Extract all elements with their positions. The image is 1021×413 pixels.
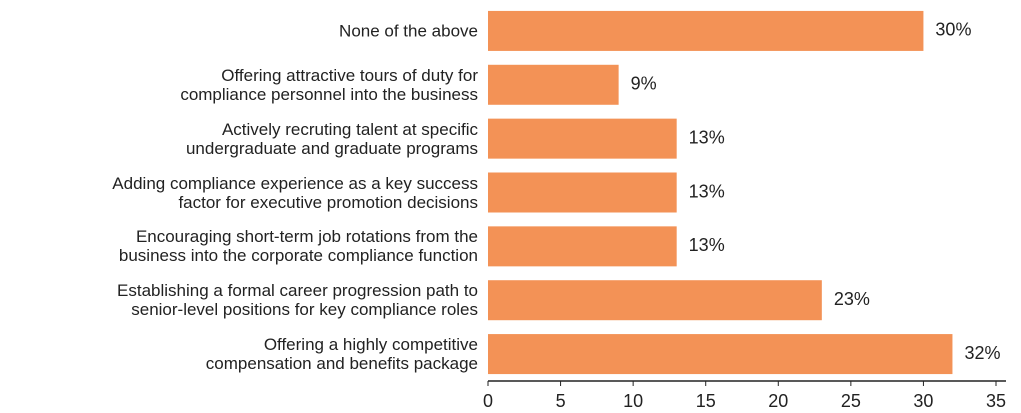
category-label: Establishing a formal career progression… (117, 281, 478, 320)
category-label: None of the above (339, 21, 478, 41)
category-label: Offering attractive tours of duty for co… (180, 65, 478, 104)
x-tick-label: 0 (483, 391, 493, 411)
x-tick-label: 35 (986, 391, 1006, 411)
category-label: Actively recruting talent at specific un… (185, 119, 478, 158)
category-label: Adding compliance experience as a key su… (112, 173, 478, 212)
value-label: 32% (964, 343, 1000, 363)
value-label: 23% (834, 289, 870, 309)
value-label: 13% (689, 127, 725, 147)
value-label: 13% (689, 181, 725, 201)
bar (488, 280, 822, 321)
bar (488, 334, 953, 375)
category-label: Encouraging short-term job rotations fro… (118, 227, 478, 266)
bar (488, 64, 619, 105)
bar (488, 172, 677, 213)
category-label: Offering a highly competitive compensati… (205, 335, 478, 374)
bar (488, 118, 677, 159)
bar (488, 226, 677, 267)
x-tick-label: 30 (913, 391, 933, 411)
x-tick-label: 5 (556, 391, 566, 411)
value-label: 30% (935, 20, 971, 40)
x-tick-label: 25 (841, 391, 861, 411)
x-tick-label: 10 (623, 391, 643, 411)
x-tick-label: 20 (768, 391, 788, 411)
value-label: 13% (689, 235, 725, 255)
value-label: 9% (631, 74, 657, 94)
x-tick-label: 15 (696, 391, 716, 411)
bar (488, 10, 924, 51)
